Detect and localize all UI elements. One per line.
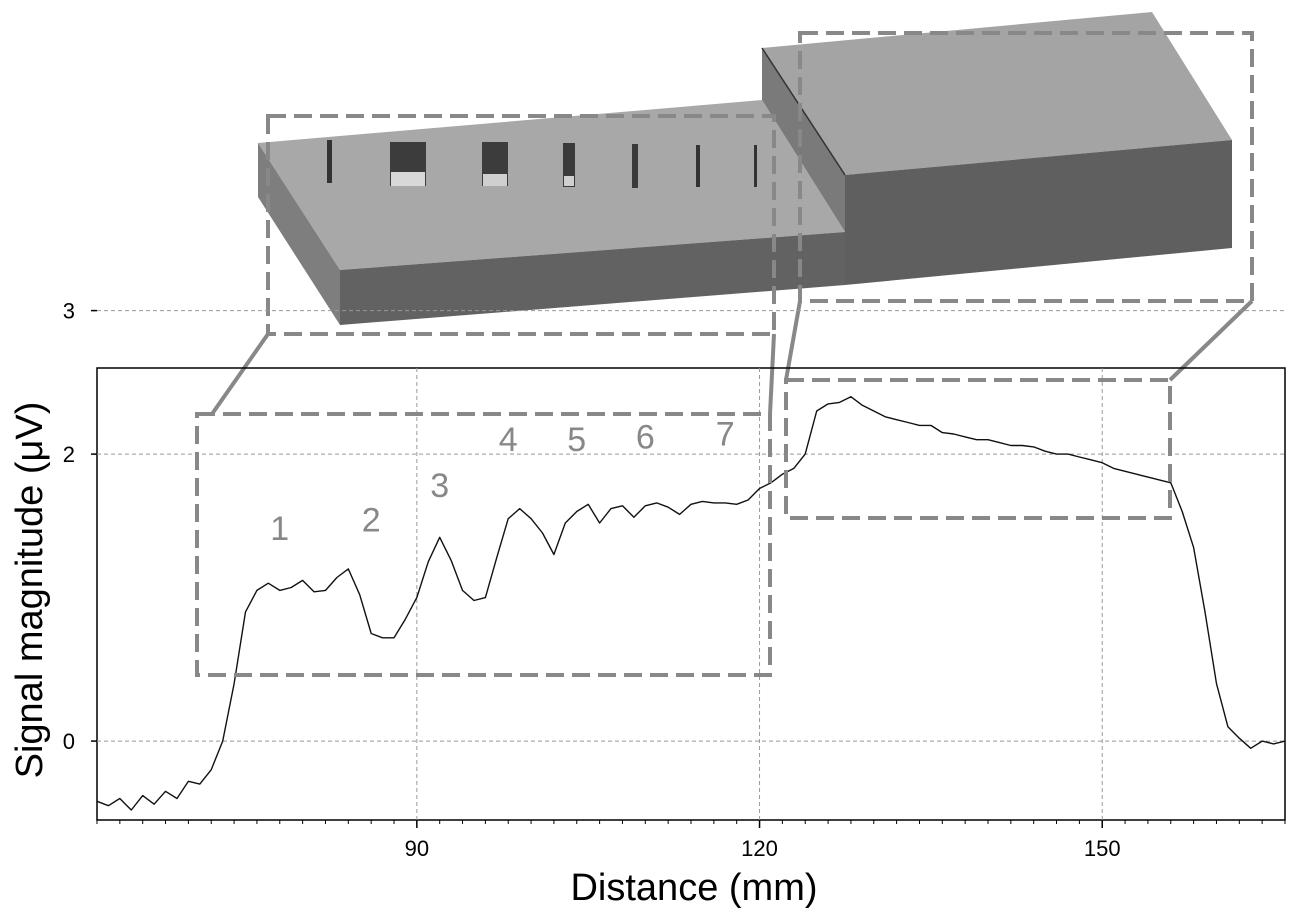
thick-block-top — [762, 12, 1232, 175]
flaw-slot — [754, 145, 757, 187]
flaw-number-label: 5 — [567, 421, 586, 459]
y-axis-title: Signal magnitude (μV) — [9, 402, 51, 779]
thick-block-left-face — [762, 48, 845, 232]
connector-line — [1168, 299, 1254, 382]
flaw-number-label: 3 — [430, 467, 449, 505]
connector-line — [210, 332, 270, 416]
plot-area: 90 120 150 0 2 3 1 2 3 4 5 6 7 — [63, 299, 1286, 861]
model-zoom-box-thin — [266, 114, 776, 336]
flaw-number-label: 1 — [270, 510, 289, 548]
y-tick-label: 3 — [63, 299, 75, 324]
plate-edge — [761, 47, 846, 176]
flaw-number-label: 4 — [499, 421, 518, 459]
x-axis-title: Distance (mm) — [570, 867, 817, 909]
flaw-number-label: 6 — [636, 418, 655, 456]
flaw-slot — [632, 144, 638, 188]
x-tick-label: 120 — [741, 836, 778, 861]
plot-zoom-box-thin — [195, 412, 772, 677]
x-tick-label: 90 — [405, 836, 429, 861]
plot-frame — [96, 367, 1286, 821]
specimen-model — [258, 12, 1254, 336]
connector-line — [768, 333, 776, 415]
signal-line — [96, 396, 1286, 811]
flaw-slot — [391, 172, 425, 186]
plot-zoom-box-thick — [784, 378, 1172, 520]
flaw-slot — [483, 174, 507, 186]
y-tick-label: 2 — [63, 442, 75, 467]
x-tick-label: 150 — [1084, 836, 1121, 861]
signal-series — [96, 396, 1286, 811]
thin-plate-left-face — [258, 143, 340, 325]
flaw-slots — [327, 140, 757, 188]
flaw-number-label: 7 — [716, 415, 735, 453]
axis-ticks: 90 120 150 0 2 3 — [63, 299, 1286, 861]
flaw-slot — [696, 145, 700, 187]
model-zoom-box-thick — [798, 31, 1254, 303]
flaw-labels: 1 2 3 4 5 6 7 — [270, 415, 734, 548]
thin-plate-front — [340, 232, 845, 325]
flaw-number-label: 2 — [362, 502, 381, 540]
zoom-connectors — [210, 299, 1254, 416]
flaw-slot — [564, 176, 574, 186]
flaw-slot — [327, 140, 332, 183]
y-tick-label: 0 — [63, 729, 75, 754]
grid — [97, 310, 1285, 820]
thick-block-front — [845, 140, 1232, 285]
connector-line — [784, 300, 802, 381]
